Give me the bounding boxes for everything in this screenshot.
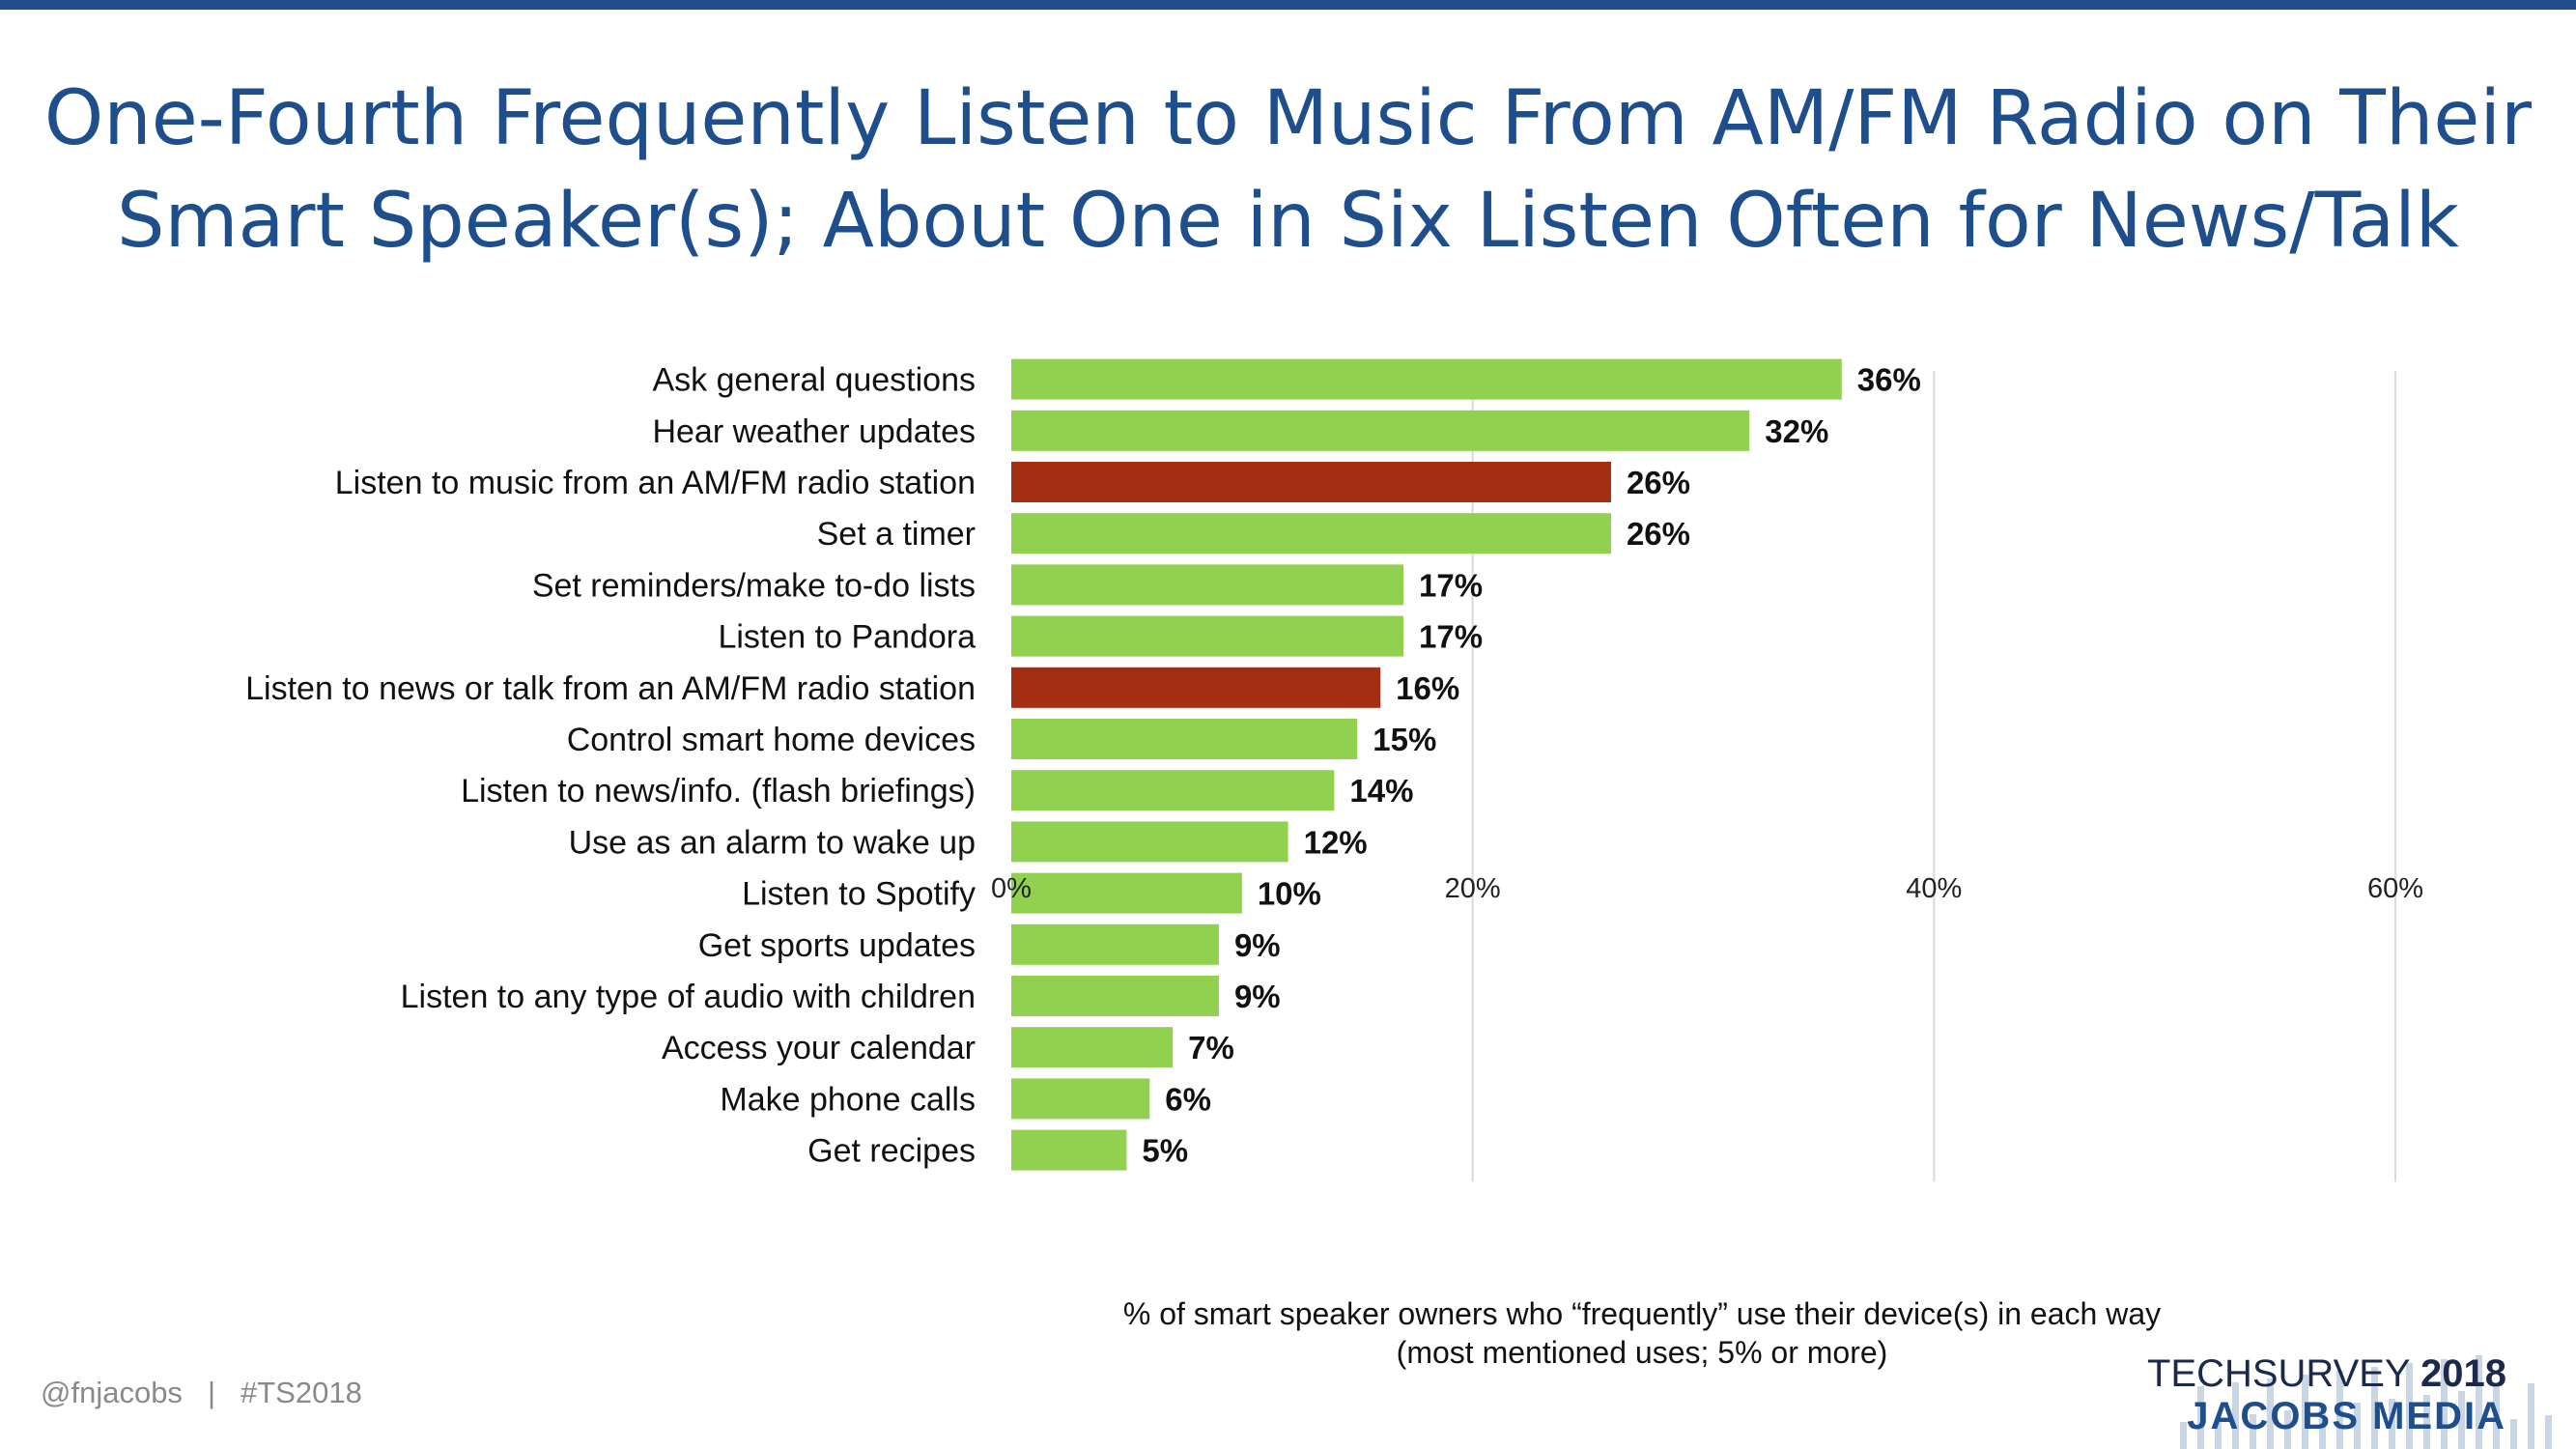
bar bbox=[1011, 821, 1288, 863]
logo-bar bbox=[2423, 1395, 2430, 1449]
bar bbox=[1011, 513, 1611, 554]
value-label: 5% bbox=[1142, 1133, 1188, 1169]
logo-bar bbox=[2215, 1418, 2222, 1449]
bar bbox=[1011, 667, 1381, 708]
slide-title: One-Fourth Frequently Listen to Music Fr… bbox=[0, 68, 2576, 272]
value-label: 14% bbox=[1349, 773, 1413, 809]
value-label: 32% bbox=[1765, 413, 1828, 449]
value-label: 26% bbox=[1627, 465, 1690, 500]
bar bbox=[1011, 1129, 1127, 1171]
logo-bar bbox=[2267, 1378, 2274, 1449]
bar bbox=[1011, 358, 1842, 400]
category-label: Make phone calls bbox=[720, 1081, 976, 1118]
value-label: 17% bbox=[1419, 619, 1483, 655]
bar bbox=[1011, 410, 1750, 451]
value-label: 9% bbox=[1234, 927, 1281, 963]
bar bbox=[1011, 615, 1404, 657]
bar bbox=[1011, 462, 1611, 502]
logo-bar bbox=[2371, 1367, 2378, 1449]
value-label: 9% bbox=[1234, 979, 1281, 1014]
bar bbox=[1011, 976, 1219, 1016]
logo-bar bbox=[2510, 1419, 2517, 1449]
category-label: Access your calendar bbox=[662, 1030, 976, 1066]
bar bbox=[1011, 923, 1219, 965]
logo-line-1: TECHSURVEY 2018 bbox=[2147, 1352, 2506, 1396]
category-label: Listen to music from an AM/FM radio stat… bbox=[335, 465, 976, 501]
x-tick-label: 60% bbox=[2367, 873, 2423, 904]
footer-separator: | bbox=[207, 1376, 215, 1409]
title-line-1: One-Fourth Frequently Listen to Music Fr… bbox=[43, 75, 2533, 162]
category-label: Set a timer bbox=[817, 516, 976, 553]
logo-bar bbox=[2528, 1383, 2534, 1449]
category-label: Listen to Spotify bbox=[742, 876, 976, 913]
x-tick-label: 0% bbox=[991, 873, 1032, 904]
category-label: Get recipes bbox=[807, 1133, 976, 1170]
bar bbox=[1011, 564, 1404, 606]
category-label: Listen to any type of audio with childre… bbox=[401, 979, 976, 1015]
logo-bar bbox=[2232, 1382, 2239, 1449]
caption-line-1: % of smart speaker owners who “frequentl… bbox=[1122, 1296, 2162, 1331]
value-label: 36% bbox=[1857, 362, 1921, 398]
logo-bar bbox=[2319, 1406, 2326, 1449]
value-label: 17% bbox=[1419, 567, 1483, 603]
axis-caption: % of smart speaker owners who “frequentl… bbox=[995, 1294, 2289, 1372]
bar bbox=[1011, 719, 1358, 759]
logo-bar bbox=[2476, 1355, 2482, 1449]
category-label: Listen to news/info. (flash briefings) bbox=[461, 773, 976, 810]
bar bbox=[1011, 1078, 1150, 1120]
bar-chart: Ask general questions 36% Hear weather upd… bbox=[245, 358, 2423, 1182]
value-label: 10% bbox=[1258, 876, 1321, 912]
category-label: Set reminders/make to-do lists bbox=[532, 567, 976, 604]
logo-bar bbox=[2493, 1387, 2500, 1449]
category-label: Listen to news or talk from an AM/FM rad… bbox=[245, 670, 976, 707]
logo-techsurvey-text: TECHSURVEY bbox=[2146, 1352, 2410, 1395]
logo-jacobs-media-text: JACOBS MEDIA bbox=[2187, 1395, 2506, 1437]
bar bbox=[1011, 872, 1242, 914]
logo-bar bbox=[2284, 1410, 2291, 1449]
title-line-2: Smart Speaker(s); About One in Six Liste… bbox=[117, 178, 2459, 265]
category-label: Hear weather updates bbox=[652, 413, 976, 450]
logo-bar bbox=[2354, 1403, 2361, 1449]
value-label: 15% bbox=[1373, 722, 1436, 757]
logo-bar bbox=[2302, 1375, 2308, 1449]
value-label: 6% bbox=[1165, 1081, 1211, 1117]
value-label: 12% bbox=[1304, 824, 1368, 860]
logo-bar bbox=[2250, 1414, 2256, 1449]
value-label: 7% bbox=[1188, 1030, 1234, 1065]
bar bbox=[1011, 770, 1335, 811]
twitter-handle: @fnjacobs bbox=[41, 1376, 183, 1409]
category-label: Control smart home devices bbox=[567, 722, 976, 758]
hashtag: #TS2018 bbox=[241, 1376, 362, 1409]
bar bbox=[1011, 1027, 1174, 1068]
category-label: Get sports updates bbox=[698, 927, 976, 964]
x-tick-label: 20% bbox=[1445, 873, 1501, 904]
logo-bar bbox=[2197, 1386, 2204, 1449]
logo-bar bbox=[2406, 1363, 2413, 1449]
category-label: Listen to Pandora bbox=[718, 619, 976, 656]
logo-bar bbox=[2441, 1359, 2448, 1449]
value-label: 16% bbox=[1396, 670, 1459, 706]
logo-bar bbox=[2458, 1391, 2465, 1449]
category-label: Use as an alarm to wake up bbox=[569, 824, 976, 861]
value-label: 26% bbox=[1627, 516, 1690, 552]
x-tick-label: 40% bbox=[1906, 873, 1962, 904]
techsurvey-logo: TECHSURVEY 2018 JACOBS MEDIA bbox=[2147, 1341, 2564, 1449]
logo-bar bbox=[2545, 1415, 2552, 1449]
logo-year-text: 2018 bbox=[2420, 1352, 2506, 1395]
caption-line-2: (most mentioned uses; 5% or more) bbox=[1396, 1335, 1888, 1370]
logo-bar bbox=[2389, 1399, 2395, 1449]
footer-social: @fnjacobs | #TS2018 bbox=[41, 1376, 362, 1410]
logo-bars-graphic bbox=[2180, 1355, 2552, 1449]
category-label: Ask general questions bbox=[652, 362, 976, 399]
logo-bar bbox=[2180, 1422, 2187, 1449]
logo-bar bbox=[2336, 1371, 2343, 1449]
top-accent-bar bbox=[0, 0, 2576, 10]
